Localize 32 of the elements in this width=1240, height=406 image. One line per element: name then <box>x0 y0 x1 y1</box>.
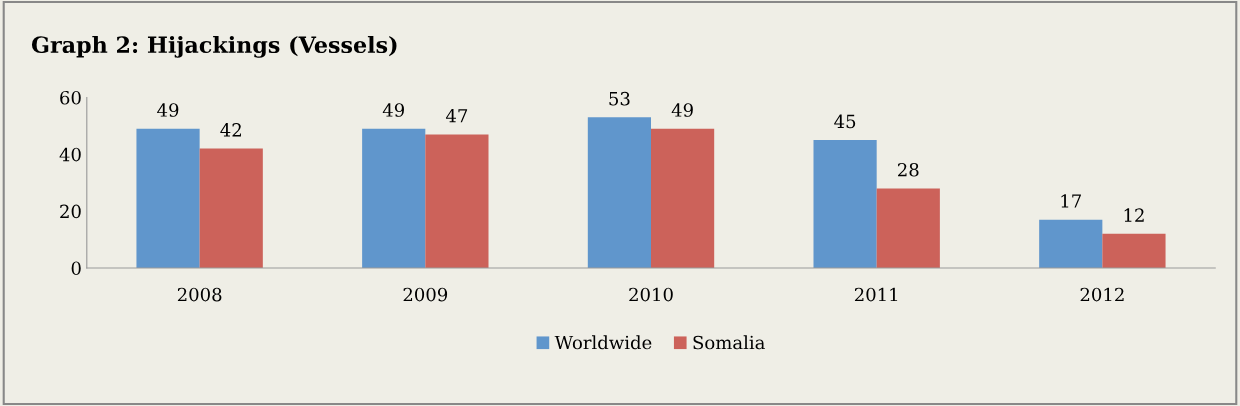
x-tick-label: 2009 <box>403 287 448 302</box>
data-label: 49 <box>671 103 693 117</box>
bar <box>876 188 940 268</box>
bar <box>651 128 715 268</box>
y-tick-label: 20 <box>60 204 81 219</box>
x-tick-label: 2010 <box>629 287 673 302</box>
bar <box>425 134 489 268</box>
data-label: 49 <box>382 103 404 117</box>
data-label: 53 <box>609 91 630 106</box>
data-label: 49 <box>157 103 179 117</box>
x-tick-label: 2012 <box>1080 287 1124 302</box>
bar <box>587 117 651 268</box>
legend-label: Somalia <box>693 335 765 350</box>
data-label: 42 <box>220 123 241 137</box>
x-tick-label: 2008 <box>177 287 222 302</box>
legend-label: Worldwide <box>554 335 652 350</box>
bar <box>1102 233 1166 268</box>
data-label: 45 <box>834 114 856 129</box>
bar <box>136 128 200 268</box>
data-label: 17 <box>1061 194 1081 208</box>
y-tick-label: 0 <box>71 261 81 276</box>
data-label: 28 <box>898 162 919 177</box>
chart-title: Graph 2: Hijackings (Vessels) <box>31 35 397 58</box>
bar <box>1039 219 1103 268</box>
bar <box>362 128 426 268</box>
y-tick-label: 40 <box>59 147 81 162</box>
y-tick-label: 60 <box>60 90 81 105</box>
bar <box>199 148 263 268</box>
bar <box>813 140 877 268</box>
x-tick-label: 2011 <box>854 287 898 302</box>
data-label: 47 <box>445 108 468 123</box>
data-label: 12 <box>1124 208 1144 222</box>
